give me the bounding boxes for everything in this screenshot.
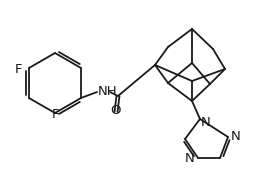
Text: NH: NH xyxy=(98,84,118,97)
Text: F: F xyxy=(15,63,22,76)
Text: F: F xyxy=(51,108,59,121)
Text: N: N xyxy=(231,129,241,142)
Text: N: N xyxy=(185,152,195,165)
Text: N: N xyxy=(201,116,211,129)
Text: O: O xyxy=(111,104,121,117)
